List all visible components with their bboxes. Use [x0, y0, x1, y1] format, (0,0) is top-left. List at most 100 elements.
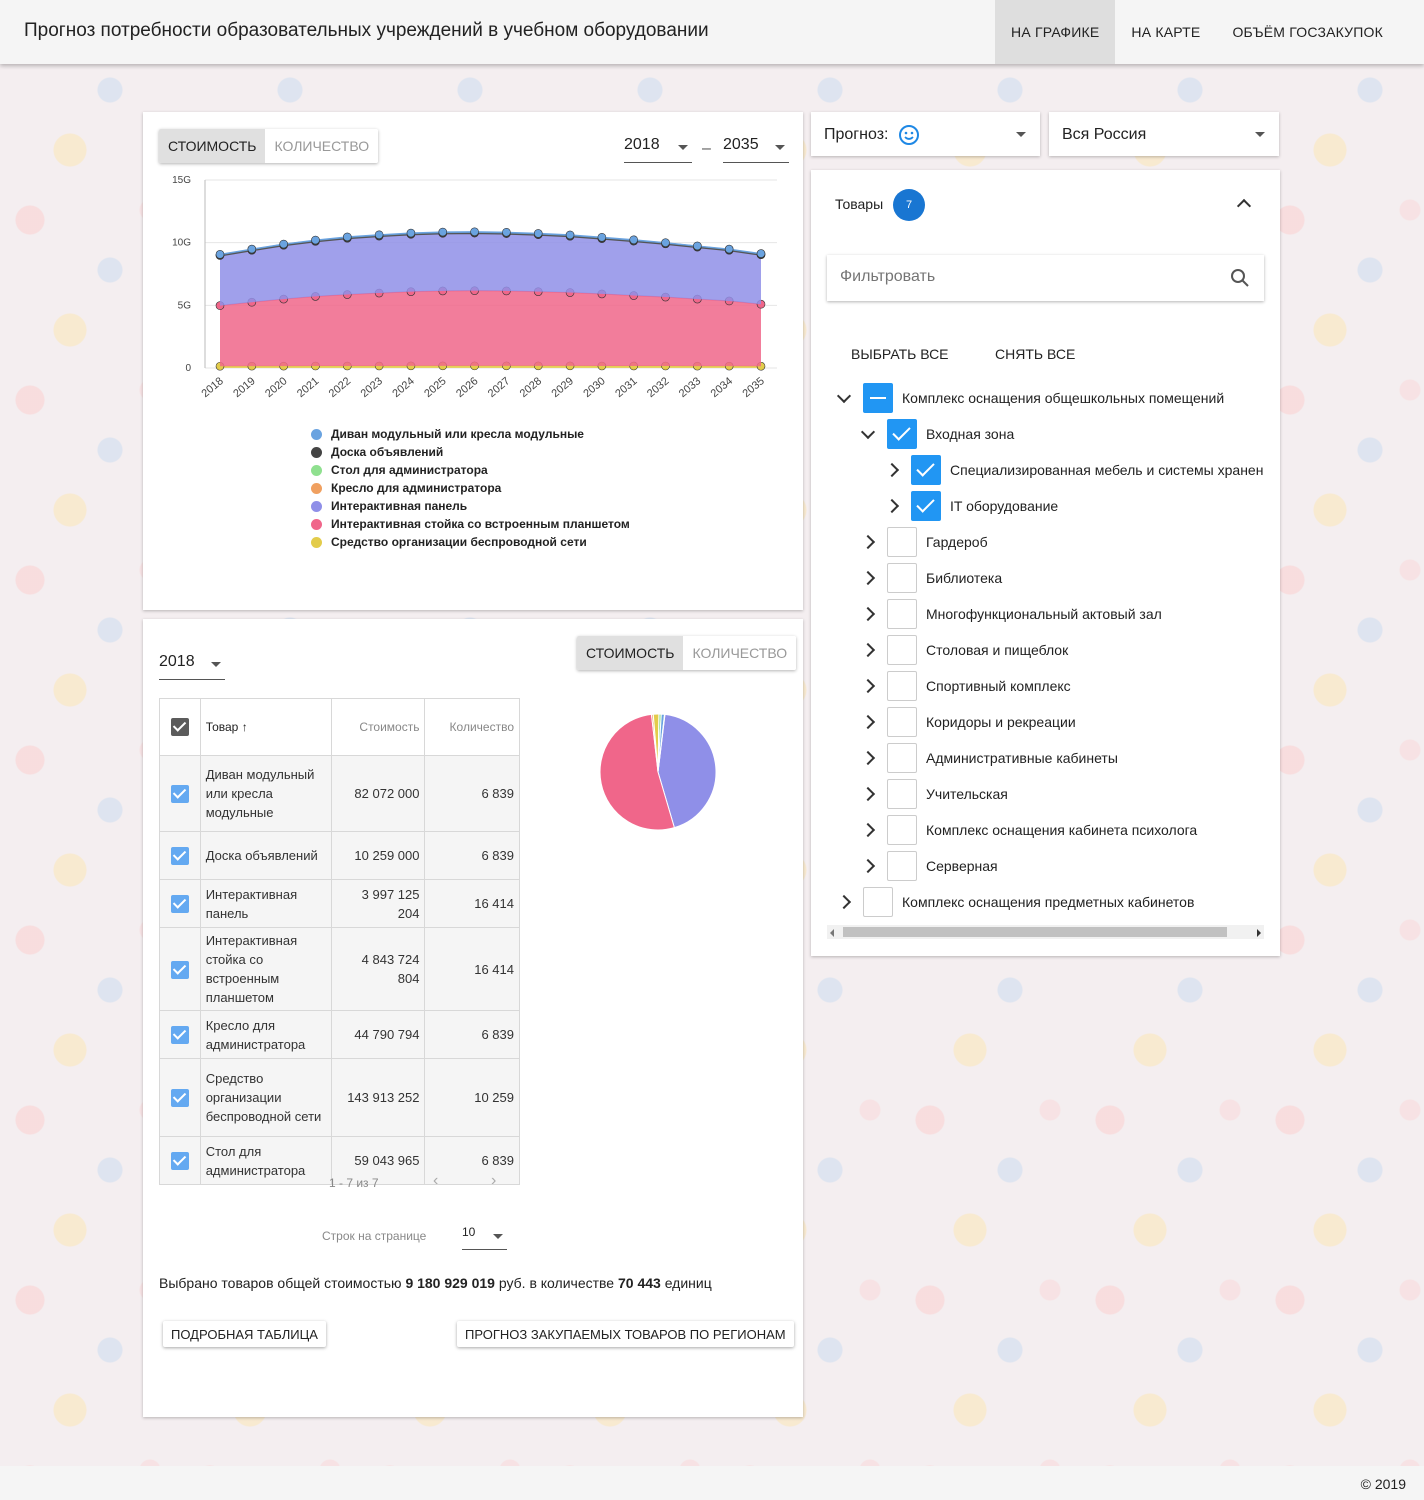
year-to-select[interactable]: 2035 — [723, 136, 789, 163]
chart-mode-quantity[interactable]: Количество — [265, 129, 379, 163]
chevron-right-icon[interactable] — [860, 786, 876, 802]
chart-mode-cost[interactable]: Стоимость — [159, 129, 266, 163]
tree-checkbox[interactable] — [887, 563, 917, 593]
tree-node[interactable]: Административные кабинеты — [860, 740, 1118, 776]
detailed-table-button[interactable]: Подробная таблица — [163, 1321, 326, 1347]
row-checkbox-cell[interactable] — [159, 927, 201, 1011]
chevron-right-icon[interactable] — [836, 894, 852, 910]
tree-checkbox[interactable] — [887, 743, 917, 773]
row-checkbox-cell[interactable] — [159, 1010, 201, 1059]
table-row[interactable]: Доска объявлений 10 259 000 6 839 — [159, 831, 520, 880]
row-checkbox-cell[interactable] — [159, 1058, 201, 1137]
tree-node[interactable]: IT оборудование — [884, 488, 1058, 524]
tree-checkbox[interactable] — [887, 527, 917, 557]
chevron-right-icon[interactable] — [860, 714, 876, 730]
select-all-checkbox[interactable] — [170, 718, 189, 736]
chevron-right-icon[interactable] — [860, 822, 876, 838]
row-checkbox[interactable] — [170, 847, 189, 866]
tree-node[interactable]: Комплекс оснащения кабинета психолога — [860, 812, 1197, 848]
tree-checkbox[interactable] — [887, 815, 917, 845]
forecast-select[interactable]: Прогноз: — [811, 112, 1040, 156]
table-row[interactable]: Интерактивная стойка со встроенным планш… — [159, 927, 520, 1011]
tree-node[interactable]: Входная зона — [860, 416, 1014, 452]
goods-header[interactable]: Товары — [835, 196, 883, 212]
tree-node[interactable]: Комплекс оснащения предметных кабинетов — [836, 884, 1194, 920]
select-all-cell[interactable] — [159, 698, 201, 756]
row-checkbox[interactable] — [170, 895, 189, 914]
legend-item[interactable]: Средство организации беспроводной сети — [311, 533, 630, 551]
pie-slice[interactable] — [657, 713, 666, 773]
table-row[interactable]: Интерактивная панель 3 997 125 204 16 414 — [159, 879, 520, 928]
tree-node[interactable]: Коридоры и рекреации — [860, 704, 1076, 740]
row-checkbox[interactable] — [170, 1152, 189, 1171]
chevron-right-icon[interactable] — [884, 498, 900, 514]
column-header-quantity[interactable]: Количество — [424, 698, 520, 756]
prev-page-icon[interactable]: ‹ — [433, 1172, 439, 1189]
table-year-select[interactable]: 2018 — [159, 653, 225, 680]
tree-node[interactable]: Многофункциональный актовый зал — [860, 596, 1162, 632]
row-checkbox-cell[interactable] — [159, 1136, 201, 1185]
row-checkbox-cell[interactable] — [159, 755, 201, 832]
clear-all-button[interactable]: Снять все — [987, 341, 1084, 367]
chevron-right-icon[interactable] — [860, 858, 876, 874]
chevron-right-icon[interactable] — [860, 606, 876, 622]
filter-input[interactable] — [838, 267, 1212, 287]
tree-checkbox[interactable] — [887, 635, 917, 665]
tree-node[interactable]: Специализированная мебель и системы хран… — [884, 452, 1263, 488]
chevron-down-icon[interactable] — [860, 424, 876, 440]
row-checkbox-cell[interactable] — [159, 879, 201, 928]
table-row[interactable]: Диван модульный или кресла модульные 82 0… — [159, 755, 520, 832]
nav-chart[interactable]: На графике — [995, 0, 1116, 64]
pie-slice[interactable] — [657, 713, 717, 829]
tree-node[interactable]: Учительская — [860, 776, 1008, 812]
scrollbar-thumb[interactable] — [843, 927, 1227, 937]
column-header-cost[interactable]: Стоимость — [330, 698, 426, 756]
chevron-right-icon[interactable] — [860, 750, 876, 766]
row-checkbox[interactable] — [170, 1089, 189, 1108]
nav-map[interactable]: На карте — [1131, 24, 1201, 40]
tree-node[interactable]: Столовая и пищеблок — [860, 632, 1068, 668]
legend-item[interactable]: Интерактивная стойка со встроенным планш… — [311, 515, 630, 533]
chevron-down-icon[interactable] — [836, 388, 852, 404]
legend-item[interactable]: Стол для администратора — [311, 461, 630, 479]
tree-checkbox-checked[interactable] — [911, 455, 941, 485]
tree-node[interactable]: Библиотека — [860, 560, 1002, 596]
table-row[interactable]: Средство организации беспроводной сети 14… — [159, 1058, 520, 1137]
legend-item[interactable]: Доска объявлений — [311, 443, 630, 461]
tree-checkbox[interactable] — [863, 887, 893, 917]
table-mode-cost[interactable]: Стоимость — [577, 636, 684, 670]
chevron-right-icon[interactable] — [860, 678, 876, 694]
chevron-right-icon[interactable] — [860, 642, 876, 658]
tree-checkbox[interactable] — [887, 851, 917, 881]
region-select[interactable]: Вся Россия — [1049, 112, 1279, 156]
nav-procurement[interactable]: Объём госзакупок — [1232, 24, 1383, 40]
legend-item[interactable]: Диван модульный или кресла модульные — [311, 425, 630, 443]
tree-checkbox[interactable] — [887, 779, 917, 809]
chevron-right-icon[interactable] — [860, 570, 876, 586]
filter-field[interactable] — [827, 255, 1264, 301]
table-mode-quantity[interactable]: Количество — [683, 636, 797, 670]
legend-item[interactable]: Кресло для администратора — [311, 479, 630, 497]
row-checkbox[interactable] — [170, 785, 189, 804]
tree-checkbox[interactable] — [887, 599, 917, 629]
tree-checkbox[interactable] — [887, 707, 917, 737]
column-header-goods[interactable]: Товар ↑ — [199, 698, 332, 756]
scroll-right-icon[interactable] — [1257, 929, 1261, 937]
horizontal-scrollbar[interactable] — [827, 925, 1264, 939]
chevron-right-icon[interactable] — [860, 534, 876, 550]
chevron-right-icon[interactable] — [884, 462, 900, 478]
pie-slice[interactable] — [599, 713, 675, 831]
search-icon[interactable] — [1230, 268, 1250, 288]
scroll-left-icon[interactable] — [830, 929, 834, 937]
tree-checkbox-checked[interactable] — [911, 491, 941, 521]
tree-node[interactable]: Спортивный комплекс — [860, 668, 1071, 704]
select-all-button[interactable]: Выбрать все — [843, 341, 957, 367]
tree-node[interactable]: Гардероб — [860, 524, 988, 560]
next-page-icon[interactable]: › — [491, 1172, 497, 1189]
tree-node[interactable]: Комплекс оснащения общешкольных помещени… — [836, 380, 1224, 416]
tree-checkbox-partial[interactable] — [863, 383, 893, 413]
rows-per-page-select[interactable]: 10 — [462, 1225, 507, 1250]
row-checkbox[interactable] — [170, 960, 189, 979]
year-from-select[interactable]: 2018 — [624, 136, 692, 163]
tree-node[interactable]: Серверная — [860, 848, 998, 884]
